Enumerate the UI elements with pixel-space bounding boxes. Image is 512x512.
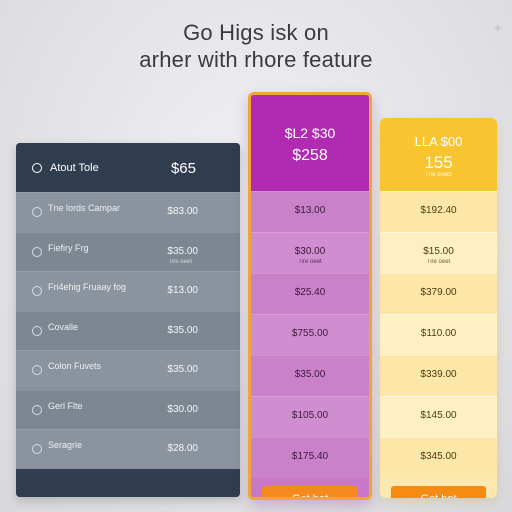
plan-column-premium: LLA $00 155 Tne deedl $192.40 $15.00 Tire … bbox=[380, 118, 497, 498]
cell-price: $35.00 bbox=[294, 369, 326, 380]
plan-price: 155 bbox=[424, 153, 453, 172]
link-icon bbox=[32, 444, 42, 454]
plan-footer: Get hot bbox=[251, 478, 369, 497]
cell-subnote: Tire oeet bbox=[298, 259, 322, 265]
price-cell: $25.40 bbox=[251, 273, 369, 314]
plan-note: Tne deedl bbox=[425, 172, 452, 178]
price-cell: $339.00 bbox=[380, 355, 497, 396]
cell-price: $175.40 bbox=[291, 451, 329, 462]
plan-footer bbox=[16, 468, 240, 497]
feature-row: Seragrie $28.00 bbox=[16, 429, 240, 469]
feature-label: Covalle bbox=[48, 321, 79, 332]
feature-label: Tne lords Campar bbox=[48, 203, 121, 213]
image-icon bbox=[32, 404, 42, 415]
plan-column-featured: $L2 $30 $258 $13.00 $30.00 Tire oeet $25.40… bbox=[248, 92, 372, 500]
feature-label: Gerl Flte bbox=[48, 400, 83, 411]
headline-line-1: Go Higs isk on bbox=[183, 20, 329, 45]
circle-info-icon bbox=[32, 163, 42, 173]
feature-row: Fiefiry Frg $35.00 Tire oeet bbox=[16, 231, 240, 271]
price-cell: $105.00 bbox=[251, 396, 369, 437]
price-cell: $145.00 bbox=[380, 396, 497, 437]
cell-price: $15.00 bbox=[423, 246, 454, 257]
cell-price: $145.00 bbox=[420, 410, 457, 421]
price-cell: $345.00 bbox=[380, 437, 497, 478]
cell-price: $345.00 bbox=[420, 451, 457, 462]
feature-price: $35.00 bbox=[167, 245, 198, 257]
cell-price: $105.00 bbox=[291, 410, 329, 421]
feature-label: Fiefiry Frg bbox=[48, 242, 89, 253]
plan-name: $L2 $30 bbox=[284, 125, 336, 141]
feature-label: Colon Fuvets bbox=[48, 361, 102, 371]
feature-price: $30.00 bbox=[167, 403, 198, 415]
plan-header-premium: LLA $00 155 Tne deedl bbox=[380, 118, 497, 191]
feature-price: $28.00 bbox=[167, 443, 198, 454]
plan-footer: Get hot bbox=[380, 478, 497, 498]
price-cell: $35.00 bbox=[251, 355, 369, 396]
plan-header-basic: Atout Tole $65 bbox=[16, 143, 240, 192]
cell-price: $13.00 bbox=[294, 205, 326, 216]
cell-price: $755.00 bbox=[291, 328, 329, 339]
price-cell: $13.00 bbox=[251, 191, 369, 232]
box-icon bbox=[32, 246, 42, 257]
toggle-icon bbox=[32, 286, 42, 296]
chat-icon bbox=[32, 365, 42, 375]
plan-price: $65 bbox=[170, 160, 196, 177]
plan-name: LLA $00 bbox=[414, 134, 463, 149]
get-plan-button[interactable]: Get hot bbox=[391, 486, 486, 498]
feature-row: Gerl Flte $30.00 bbox=[16, 389, 240, 429]
feature-row: Colon Fuvets $35.00 bbox=[16, 350, 240, 390]
cell-price: $30.00 bbox=[294, 246, 326, 257]
feature-price: $35.00 bbox=[167, 364, 198, 375]
price-cell: $192.40 bbox=[380, 191, 497, 232]
feature-price: $35.00 bbox=[167, 324, 198, 336]
circle-icon bbox=[32, 207, 42, 217]
price-cell: $379.00 bbox=[380, 273, 497, 314]
feature-subnote: Tire oeet bbox=[168, 258, 192, 265]
feature-row: Covalle $35.00 bbox=[16, 310, 240, 350]
search-icon bbox=[32, 325, 42, 336]
feature-row: Fri4ehig Fruaay fog $13.00 bbox=[16, 271, 240, 311]
plan-column-basic: Atout Tole $65 Tne lords Campar $83.00 Fie… bbox=[16, 143, 240, 497]
price-cell: $175.40 bbox=[251, 437, 369, 478]
sparkle-icon: ✦ bbox=[492, 20, 504, 36]
plan-header-featured: $L2 $30 $258 bbox=[251, 95, 369, 191]
cell-price: $192.40 bbox=[420, 205, 457, 216]
price-cell: $110.00 bbox=[380, 314, 497, 355]
cell-price: $110.00 bbox=[420, 328, 457, 339]
cell-price: $339.00 bbox=[420, 369, 457, 380]
get-plan-button[interactable]: Get hot bbox=[262, 486, 358, 497]
feature-row: Tne lords Campar $83.00 bbox=[16, 192, 240, 232]
headline-line-2: arher with rhore feature bbox=[139, 47, 373, 72]
price-cell: $15.00 Tire oeet bbox=[380, 232, 497, 273]
cell-subnote: Tire oeet bbox=[426, 259, 451, 265]
price-cell: $755.00 bbox=[251, 314, 369, 355]
price-cell: $30.00 Tire oeet bbox=[251, 232, 369, 273]
feature-price: $83.00 bbox=[167, 206, 198, 217]
feature-label: Fri4ehig Fruaay fog bbox=[48, 282, 127, 292]
plan-name: Atout Tole bbox=[50, 162, 99, 174]
plan-price: $258 bbox=[292, 147, 328, 164]
cell-price: $25.40 bbox=[294, 287, 326, 298]
feature-label: Seragrie bbox=[48, 440, 83, 450]
cell-price: $379.00 bbox=[420, 287, 457, 298]
feature-price: $13.00 bbox=[167, 285, 198, 296]
